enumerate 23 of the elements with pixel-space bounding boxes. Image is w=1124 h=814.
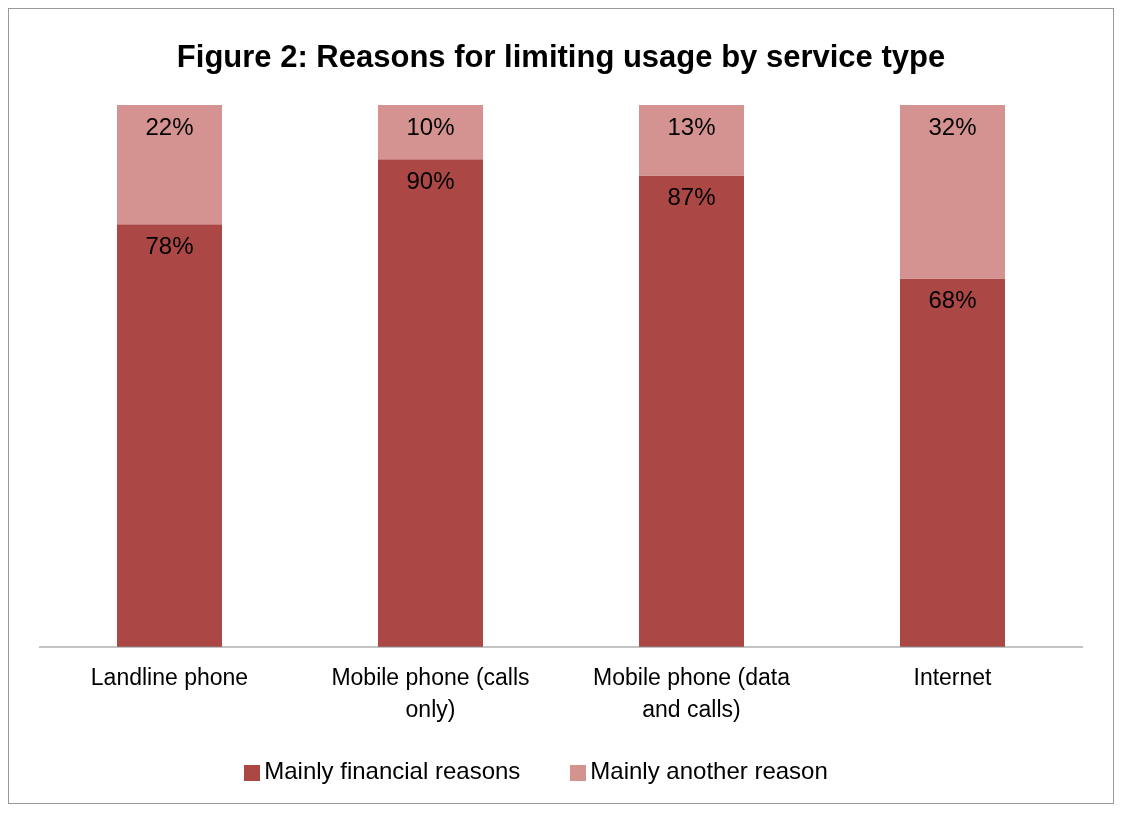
data-label: 87% [667, 183, 716, 211]
data-label: 32% [928, 113, 977, 140]
data-label: 10% [406, 113, 455, 140]
bar [117, 224, 222, 647]
data-label: 13% [667, 113, 716, 140]
bar [900, 278, 1005, 647]
x-tick-label: Landline phone [90, 664, 249, 690]
chart-title: Figure 2: Reasons for limiting usage by service type [175, 39, 947, 75]
bar [378, 105, 483, 160]
bar [639, 105, 744, 176]
data-label: 68% [928, 286, 977, 314]
x-tick-label: Mobile phone (calls only) [331, 664, 530, 722]
data-label: 90% [406, 167, 455, 195]
data-label: 78% [145, 232, 194, 260]
bar [378, 159, 483, 647]
x-tick-label: Internet [913, 664, 993, 690]
legend-label: Mainly another reason [590, 757, 828, 784]
bar [117, 105, 222, 225]
legend-label: Mainly financial reasons [264, 757, 521, 784]
x-tick-label: Mobile phone (data and calls) [593, 664, 791, 722]
data-label: 22% [145, 113, 194, 140]
bar [639, 175, 744, 647]
bar [900, 105, 1005, 279]
